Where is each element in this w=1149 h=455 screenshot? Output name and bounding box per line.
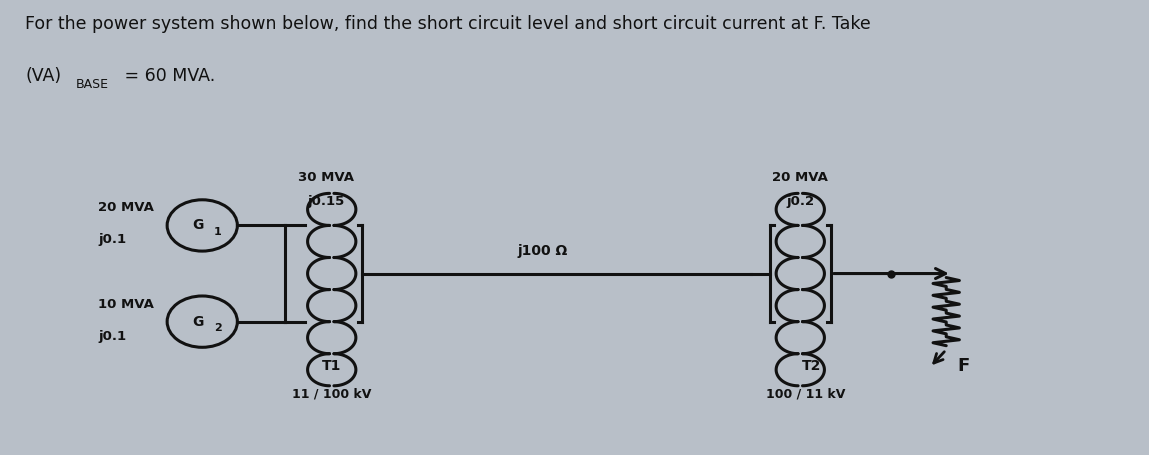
Text: For the power system shown below, find the short circuit level and short circuit: For the power system shown below, find t… — [25, 15, 871, 33]
Text: 2: 2 — [214, 323, 222, 333]
Text: 10 MVA: 10 MVA — [98, 298, 154, 310]
Text: j0.2: j0.2 — [786, 195, 815, 208]
Text: 1: 1 — [214, 227, 222, 237]
Text: j100 Ω: j100 Ω — [517, 244, 568, 258]
Text: j0.15: j0.15 — [308, 195, 345, 208]
Text: 100 / 11 kV: 100 / 11 kV — [766, 387, 846, 400]
Text: T2: T2 — [802, 359, 820, 373]
Text: T1: T1 — [322, 359, 341, 373]
Text: = 60 MVA.: = 60 MVA. — [119, 67, 216, 85]
Text: 11 / 100 kV: 11 / 100 kV — [292, 387, 371, 400]
Text: j0.1: j0.1 — [98, 233, 126, 246]
Text: j0.1: j0.1 — [98, 329, 126, 343]
Text: G: G — [192, 218, 203, 233]
Text: 30 MVA: 30 MVA — [299, 171, 354, 184]
Text: 20 MVA: 20 MVA — [98, 201, 154, 214]
Text: (VA): (VA) — [25, 67, 61, 85]
Text: F: F — [957, 357, 970, 375]
Text: 20 MVA: 20 MVA — [772, 171, 828, 184]
Text: BASE: BASE — [76, 78, 109, 91]
Text: G: G — [192, 315, 203, 329]
